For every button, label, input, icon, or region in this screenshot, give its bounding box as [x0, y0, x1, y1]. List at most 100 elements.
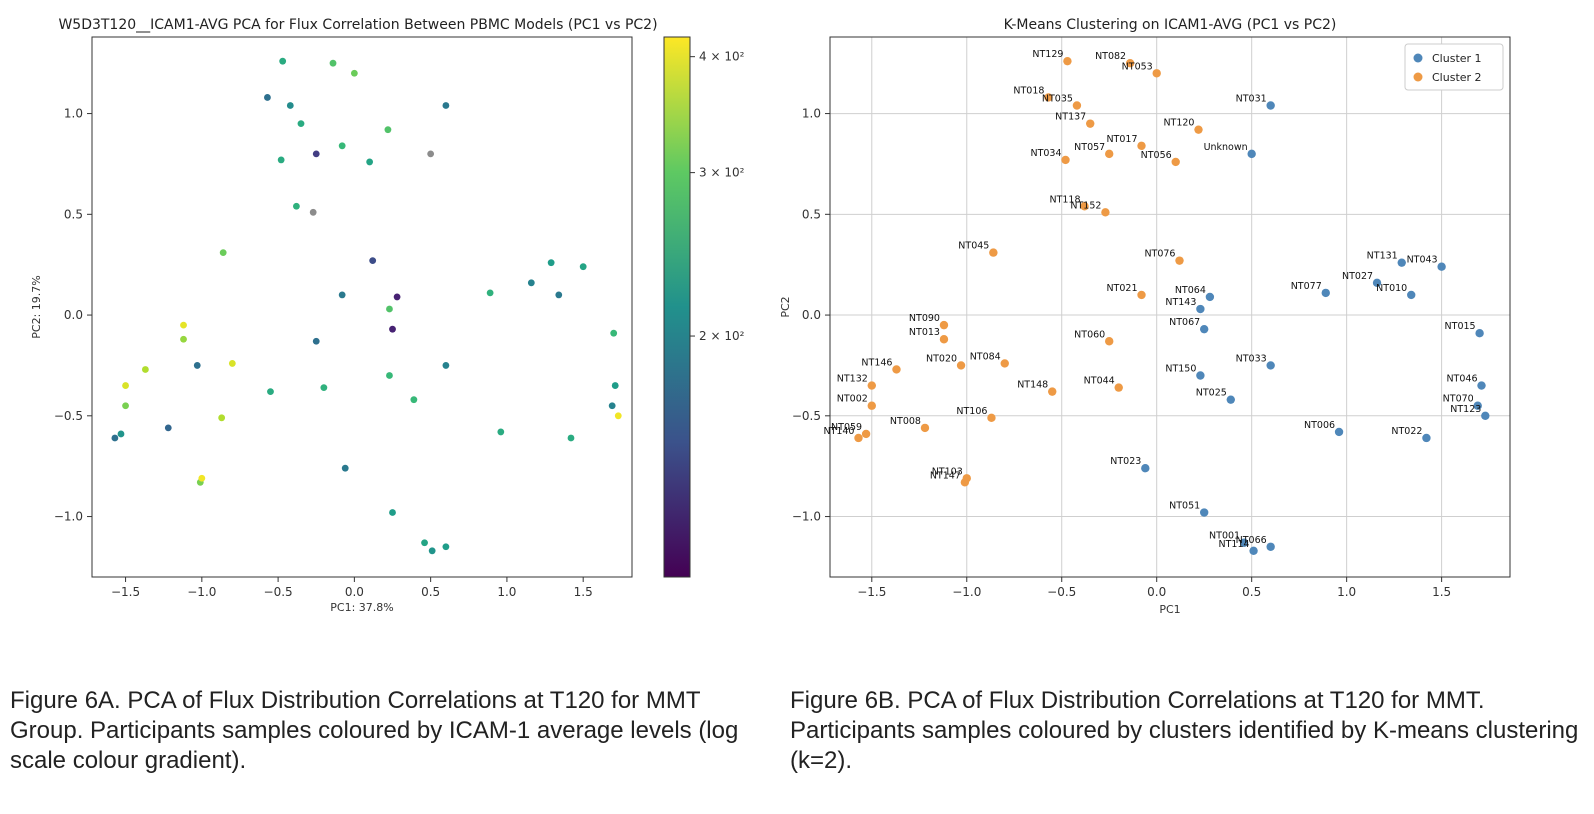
- point-label: NT025: [1196, 388, 1227, 399]
- y-tick-label: 0.5: [802, 207, 821, 221]
- cluster-point: [1061, 155, 1070, 165]
- y-tick-label: 1.0: [64, 107, 83, 121]
- cluster-point: [1249, 546, 1258, 556]
- y-tick-label: 0.0: [802, 308, 821, 322]
- legend-box: [1404, 43, 1504, 91]
- plot-frame: [91, 36, 633, 578]
- cluster-point: [1196, 371, 1205, 380]
- point-label: NT123: [1450, 404, 1481, 415]
- scatter-point: [164, 424, 172, 432]
- point-label: NT022: [1391, 426, 1422, 437]
- cluster-point: [1372, 278, 1382, 288]
- cluster-point: [892, 365, 901, 374]
- cluster-point: [1105, 149, 1114, 159]
- scatter-point: [555, 291, 563, 299]
- scatter-point: [297, 120, 305, 128]
- cluster-point: [960, 478, 970, 487]
- kmeans-chart: K-Means Clustering on ICAM1-AVG (PC1 vs …: [779, 17, 1511, 616]
- axis-ticks: −1.5 −1.0 −0.5 0.0 0.5 1.0 1.5 −1.0 −0.5 0.0 0.5 1.…: [792, 107, 1451, 599]
- point-label: NT103: [932, 466, 963, 477]
- scatter-point: [386, 305, 393, 313]
- x-tick-label: 1.0: [1337, 585, 1356, 599]
- point-label: NT020: [926, 353, 957, 364]
- scatter-point: [442, 102, 450, 109]
- point-label: NT017: [1106, 134, 1137, 145]
- scatter-point: [312, 150, 320, 158]
- point-label: NT023: [1110, 456, 1141, 467]
- scatter-point: [329, 59, 337, 67]
- colorbar-ticks: 2 × 10² 3 × 10² 4 × 10²: [690, 50, 745, 343]
- point-label: NT044: [1084, 376, 1115, 387]
- data-points: [111, 57, 622, 555]
- scatter-point: [366, 158, 374, 166]
- cluster-point: [1422, 433, 1431, 443]
- scatter-point: [279, 57, 287, 65]
- legend-label-cluster-2: Cluster 2: [1432, 71, 1482, 84]
- figure-caption-left: Figure 6A. PCA of Flux Distribution Corr…: [10, 687, 739, 774]
- x-axis-label: PC1: [1159, 603, 1180, 616]
- cluster-point: [1199, 508, 1209, 517]
- point-label: NT033: [1236, 353, 1267, 364]
- cluster-point: [1044, 93, 1053, 102]
- scatter-point: [442, 543, 450, 551]
- scatter-point: [428, 547, 436, 555]
- scatter-point: [277, 156, 285, 164]
- cluster-point: [1226, 395, 1235, 404]
- legend-label-cluster-1: Cluster 1: [1432, 52, 1482, 65]
- grid-lines: [830, 37, 1510, 577]
- scatter-point: [218, 414, 226, 422]
- cluster-point: [861, 429, 871, 439]
- point-label: NT043: [1407, 255, 1438, 266]
- pca-chart: W5D3T120__ICAM1-AVG PCA for Flux Correla…: [30, 17, 745, 614]
- axis-ticks: −1.5 −1.0 −0.5 0.0 0.5 1.0 1.5 −1.0 −0.5 0.0 0.5 1.…: [54, 107, 593, 599]
- point-label: NT010: [1376, 283, 1407, 294]
- cluster-point: [1397, 258, 1406, 267]
- scatter-point: [338, 142, 346, 150]
- point-label: NT118: [1049, 194, 1080, 205]
- scatter-point: [180, 321, 187, 329]
- scatter-point: [341, 464, 349, 472]
- scatter-point: [527, 279, 535, 287]
- point-label: NT013: [909, 327, 940, 338]
- colorbar-tick-label: 2 × 10²: [699, 329, 745, 343]
- point-label: NT056: [1141, 150, 1172, 161]
- point-label: NT150: [1165, 364, 1196, 375]
- cluster-point: [920, 423, 930, 433]
- point-label: NT147: [930, 470, 961, 481]
- scatter-point: [608, 402, 616, 410]
- cluster-point: [1266, 361, 1275, 370]
- point-label: NT070: [1443, 394, 1474, 405]
- x-tick-label: −1.0: [187, 585, 216, 599]
- scatter-point: [111, 434, 119, 442]
- y-axis-label: PC2: 19.7%: [30, 275, 43, 338]
- scatter-point: [198, 474, 206, 482]
- x-tick-label: 1.5: [1432, 585, 1451, 599]
- cluster-point: [1137, 141, 1146, 151]
- figure-caption-right: Figure 6B. PCA of Flux Distribution Corr…: [790, 687, 1579, 774]
- cluster-point: [1199, 324, 1209, 334]
- y-tick-label: −1.0: [54, 510, 83, 524]
- point-label: NT114: [1219, 539, 1250, 550]
- x-tick-label: −1.0: [952, 585, 981, 599]
- point-label: NT053: [1122, 61, 1153, 72]
- x-axis-label: PC1: 37.8%: [330, 601, 393, 614]
- scatter-point: [286, 102, 294, 109]
- scatter-point: [320, 384, 328, 391]
- cluster-point: [956, 361, 966, 370]
- cluster-point: [867, 401, 876, 410]
- point-label: NT066: [1236, 535, 1267, 546]
- y-tick-label: −0.5: [792, 409, 821, 423]
- cluster-point: [1266, 542, 1275, 551]
- point-label: NT057: [1074, 142, 1105, 153]
- scatter-point: [122, 382, 129, 389]
- point-label: NT106: [956, 406, 987, 417]
- x-tick-label: 1.0: [497, 585, 516, 599]
- cluster-point: [1407, 290, 1416, 300]
- scatter-point: [293, 202, 300, 210]
- legend-marker-cluster-2: [1413, 72, 1423, 82]
- scatter-point: [614, 412, 622, 420]
- scatter-point: [369, 257, 377, 265]
- y-tick-label: −0.5: [54, 409, 83, 423]
- point-label: NT060: [1074, 329, 1105, 340]
